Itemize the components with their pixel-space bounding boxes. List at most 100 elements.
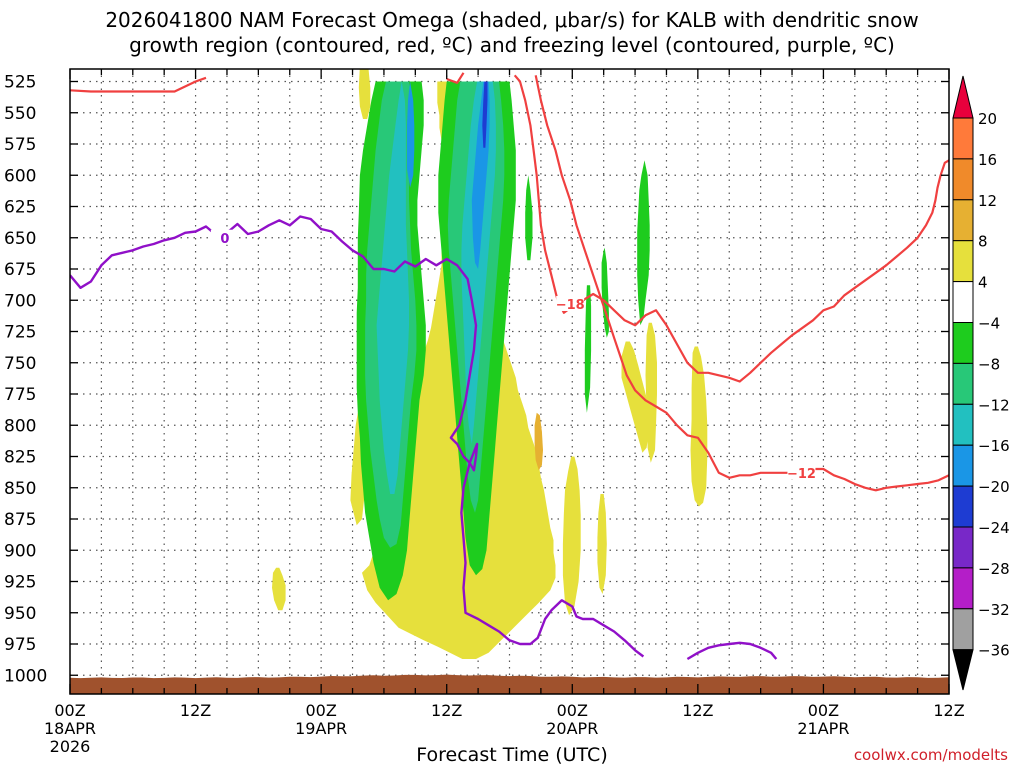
- chart-title-line-2: growth region (contoured, red, ºC) and f…: [129, 33, 895, 57]
- x-tick-label-line: 00Z: [305, 701, 336, 720]
- y-tick-label: 800: [4, 416, 36, 436]
- x-tick-label-line: 19APR: [295, 719, 347, 738]
- colorbar-label: −4: [978, 315, 1000, 333]
- colorbar-label: −24: [978, 519, 1010, 537]
- x-tick-label: 00Z 19APR: [295, 701, 347, 738]
- omega-shaded-region: [376, 81, 409, 494]
- x-tick-label-line: 18APR: [44, 719, 96, 738]
- plot-area: −18 −12 0: [70, 69, 949, 694]
- omega-shaded-region: [584, 285, 592, 413]
- dendritic-contour-line: [513, 74, 949, 383]
- colorbar-swatch: [952, 240, 974, 283]
- contour-label: −18: [556, 298, 585, 313]
- x-tick-label-line: 00Z: [808, 701, 839, 720]
- y-tick-label: 825: [4, 448, 36, 468]
- freezing-level-contour-line: [70, 215, 645, 658]
- colorbar-label: −12: [978, 396, 1010, 414]
- dendritic-contour-line: [446, 72, 465, 84]
- omega-shaded-region: [358, 69, 371, 119]
- colorbar-bottom-arrow: [952, 649, 974, 691]
- y-tick-label: 925: [4, 573, 36, 593]
- y-tick-label: 975: [4, 635, 36, 655]
- colorbar-swatch: [952, 117, 974, 160]
- colorbar-label: −32: [978, 601, 1010, 619]
- contour-label-background: [556, 296, 585, 311]
- x-tick-label: 00Z 21APR: [797, 701, 849, 738]
- x-tick-label-line: 12Z: [933, 701, 964, 720]
- x-tick-label-line: 12Z: [431, 701, 462, 720]
- colorbar-swatch: [952, 567, 974, 610]
- omega-shaded-region: [534, 412, 543, 471]
- omega-shaded-region: [621, 341, 649, 453]
- x-tick-label-line: 12Z: [180, 701, 211, 720]
- colorbar-swatch: [952, 526, 974, 569]
- omega-shaded-region: [272, 567, 286, 611]
- omega-shaded-region: [407, 81, 415, 188]
- y-tick-label: 950: [4, 604, 36, 624]
- contour-label: −12: [787, 467, 816, 482]
- x-tick-label-line: 00Z: [557, 701, 588, 720]
- colorbar-swatch: [952, 362, 974, 405]
- y-tick-label: 875: [4, 510, 36, 530]
- dendritic-contour-line: [534, 75, 949, 492]
- colorbar-swatch: [952, 444, 974, 487]
- colorbar-swatch: [952, 199, 974, 242]
- omega-shaded-region: [597, 494, 607, 594]
- contour-label-background: [210, 229, 239, 245]
- dendritic-contour-line: [70, 76, 207, 93]
- omega-shaded-region: [494, 479, 510, 603]
- y-tick-label: 675: [4, 260, 36, 280]
- x-tick-label: 12Z: [933, 701, 964, 720]
- x-tick-label: 12Z: [180, 701, 211, 720]
- colorbar-label: −16: [978, 437, 1010, 455]
- y-tick-label: 850: [4, 479, 36, 499]
- y-tick-label: 775: [4, 385, 36, 405]
- contour-label-background: [787, 464, 816, 480]
- freezing-level-contour-line: [686, 641, 778, 661]
- x-tick-label: 00Z 18APR 2026: [44, 701, 96, 756]
- colorbar-label: −20: [978, 478, 1010, 496]
- y-axis-ticks: 525 550 575 600 625 650 675 700 725 750 775 800 825 8…: [4, 73, 949, 686]
- y-tick-label: 625: [4, 198, 36, 218]
- credit-text: coolwx.com/modelts: [853, 746, 1008, 764]
- x-axis-title: Forecast Time (UTC): [416, 744, 608, 766]
- y-tick-label: 1000: [4, 666, 47, 686]
- omega-shaded-region: [562, 456, 581, 616]
- colorbar-label: −8: [978, 355, 1000, 373]
- y-tick-label: 750: [4, 354, 36, 374]
- x-tick-label-line: 00Z: [54, 701, 85, 720]
- x-tick-label-line: 12Z: [682, 701, 713, 720]
- colorbar-swatch: [952, 403, 974, 446]
- colorbar-label: −36: [978, 642, 1010, 660]
- y-tick-label: 600: [4, 166, 36, 186]
- omega-shaded-region: [525, 175, 533, 261]
- contour-label: 0: [220, 232, 229, 247]
- omega-shaded-region: [690, 346, 708, 507]
- colorbar-top-arrow: [952, 75, 974, 119]
- colorbar-label: 4: [978, 274, 988, 292]
- x-tick-label-line: 20APR: [546, 719, 598, 738]
- y-tick-label: 900: [4, 541, 36, 561]
- colorbar-label: 20: [978, 110, 997, 128]
- y-tick-label: 700: [4, 291, 36, 311]
- colorbar-label: 8: [978, 233, 988, 251]
- y-tick-label: 650: [4, 229, 36, 249]
- y-tick-label: 525: [4, 73, 36, 93]
- terrain-ground: [70, 674, 949, 694]
- y-tick-label: 575: [4, 135, 36, 155]
- colorbar-swatch: [952, 322, 974, 364]
- y-tick-label: 550: [4, 104, 36, 124]
- colorbar-swatch: [952, 485, 974, 528]
- omega-shaded-region: [482, 81, 488, 148]
- chart-title-line-1: 2026041800 NAM Forecast Omega (shaded, μ…: [105, 8, 919, 32]
- colorbar-label: 12: [978, 192, 997, 210]
- colorbar: 20 16 12 8 4 −4 −8 −12 −16 −20 −24 −28 −32 −36: [952, 75, 1010, 691]
- x-tick-label: 12Z: [682, 701, 713, 720]
- colorbar-label: −28: [978, 560, 1010, 578]
- colorbar-label: 16: [978, 151, 997, 169]
- colorbar-swatch: [952, 281, 974, 324]
- x-tick-label: 12Z: [431, 701, 462, 720]
